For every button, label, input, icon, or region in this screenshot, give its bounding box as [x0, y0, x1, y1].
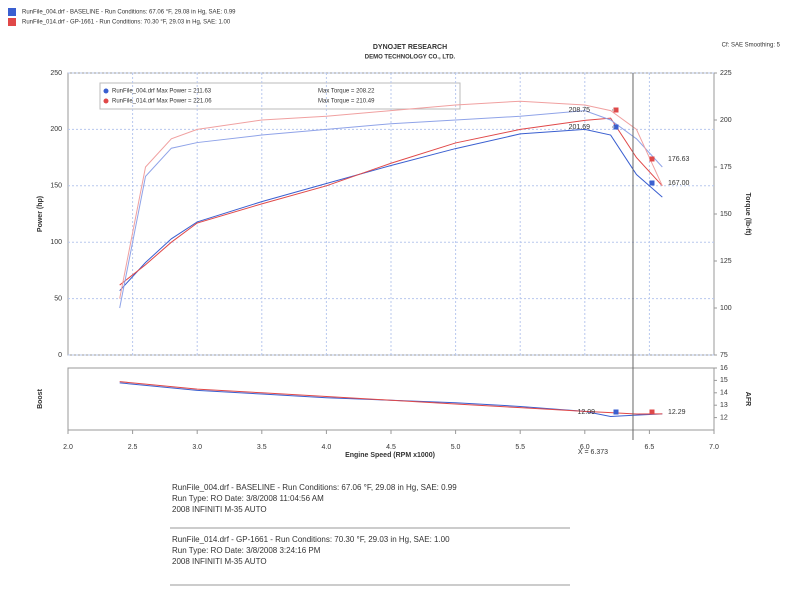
x-tick-label: 5.5 [515, 444, 525, 451]
x-tick-label: 7.0 [709, 444, 719, 451]
run-info: 2008 INFINITI M-35 AUTO [172, 557, 267, 566]
y2-tick-label: 75 [720, 352, 728, 359]
x-tick-label: 2.5 [128, 444, 138, 451]
y2-tick-label: 12 [720, 414, 728, 421]
run-icon [8, 18, 16, 26]
y2-tick-label: 200 [720, 117, 732, 124]
readout-marker [649, 180, 655, 186]
legend-marker [103, 88, 109, 94]
legend-entry: RunFile_014.drf Max Power = 221.06 [112, 99, 212, 105]
y2-tick-label: 150 [720, 211, 732, 218]
run-conditions: RunFile_014.drf - GP-1661 - Run Conditio… [22, 20, 231, 26]
y-axis-label: Power (hp) [37, 196, 44, 232]
lower-plot-frame [67, 367, 715, 431]
run-info: RunFile_004.drf - BASELINE - Run Conditi… [172, 483, 457, 492]
readout-marker [613, 124, 619, 130]
x-tick-label: 4.0 [322, 444, 332, 451]
legend-box [99, 82, 461, 110]
series-line [119, 128, 663, 292]
x-tick-label: 3.5 [257, 444, 267, 451]
y2-tick-label: 100 [720, 305, 732, 312]
legend-entry: Max Torque = 210.49 [318, 99, 375, 105]
x-tick-label: 4.5 [386, 444, 396, 451]
run-info: 2008 INFINITI M-35 AUTO [172, 505, 267, 514]
series-line [119, 117, 663, 286]
y2-axis-label: Torque (lb-ft) [744, 192, 751, 235]
x-tick-label: 5.0 [451, 444, 461, 451]
cursor-label: X = 6.373 [578, 449, 608, 456]
series-line [119, 110, 663, 309]
run-info: RunFile_014.drf - GP-1661 - Run Conditio… [172, 535, 450, 544]
x-tick-label: 6.0 [580, 444, 590, 451]
y2-tick-label: 125 [720, 258, 732, 265]
y-axis-label: Boost [37, 388, 44, 409]
y2-tick-label: 175 [720, 164, 732, 171]
readout: 12.09 [577, 409, 595, 416]
x-axis-label: Engine Speed (RPM x1000) [345, 452, 435, 459]
series-line [119, 381, 663, 415]
legend-entry: RunFile_004.drf Max Power = 211.63 [112, 89, 212, 95]
run-info: Run Type: RO Date: 3/8/2008 3:24:16 PM [172, 546, 321, 555]
readout: 167.00 [668, 180, 690, 187]
run-info: Run Type: RO Date: 3/8/2008 11:04:56 AM [172, 494, 324, 503]
y-tick-label: 250 [50, 70, 62, 77]
x-tick-label: 6.5 [645, 444, 655, 451]
chart-subtitle: DEMO TECHNOLOGY CO., LTD. [365, 55, 456, 61]
readout-marker [649, 409, 655, 415]
x-tick-label: 3.0 [192, 444, 202, 451]
y2-tick-label: 13 [720, 402, 728, 409]
x-tick-label: 2.0 [63, 444, 73, 451]
y-tick-label: 100 [50, 239, 62, 246]
run-conditions: RunFile_004.drf - BASELINE - Run Conditi… [22, 10, 236, 16]
readout-marker [649, 156, 655, 162]
readout: 201.69 [569, 124, 591, 131]
y-tick-label: 0 [58, 352, 62, 359]
readout: 208.75 [569, 107, 591, 114]
series-line [119, 100, 663, 299]
chart-title: DYNOJET RESEARCH [373, 44, 447, 51]
y2-tick-label: 14 [720, 390, 728, 397]
legend-marker [103, 98, 109, 104]
readout: 12.29 [668, 409, 686, 416]
y2-tick-label: 225 [720, 70, 732, 77]
readout: 176.63 [668, 156, 690, 163]
readout-marker [613, 107, 619, 113]
readout-marker [613, 409, 619, 415]
y2-tick-label: 15 [720, 377, 728, 384]
y-tick-label: 50 [54, 295, 62, 302]
y2-tick-label: 16 [720, 365, 728, 372]
y-tick-label: 200 [50, 126, 62, 133]
settings: Cf: SAE Smoothing: 5 [722, 43, 781, 49]
y2-axis-label: AFR [744, 392, 751, 406]
legend-entry: Max Torque = 208.22 [318, 89, 375, 95]
y-tick-label: 150 [50, 183, 62, 190]
run-icon [8, 8, 16, 16]
